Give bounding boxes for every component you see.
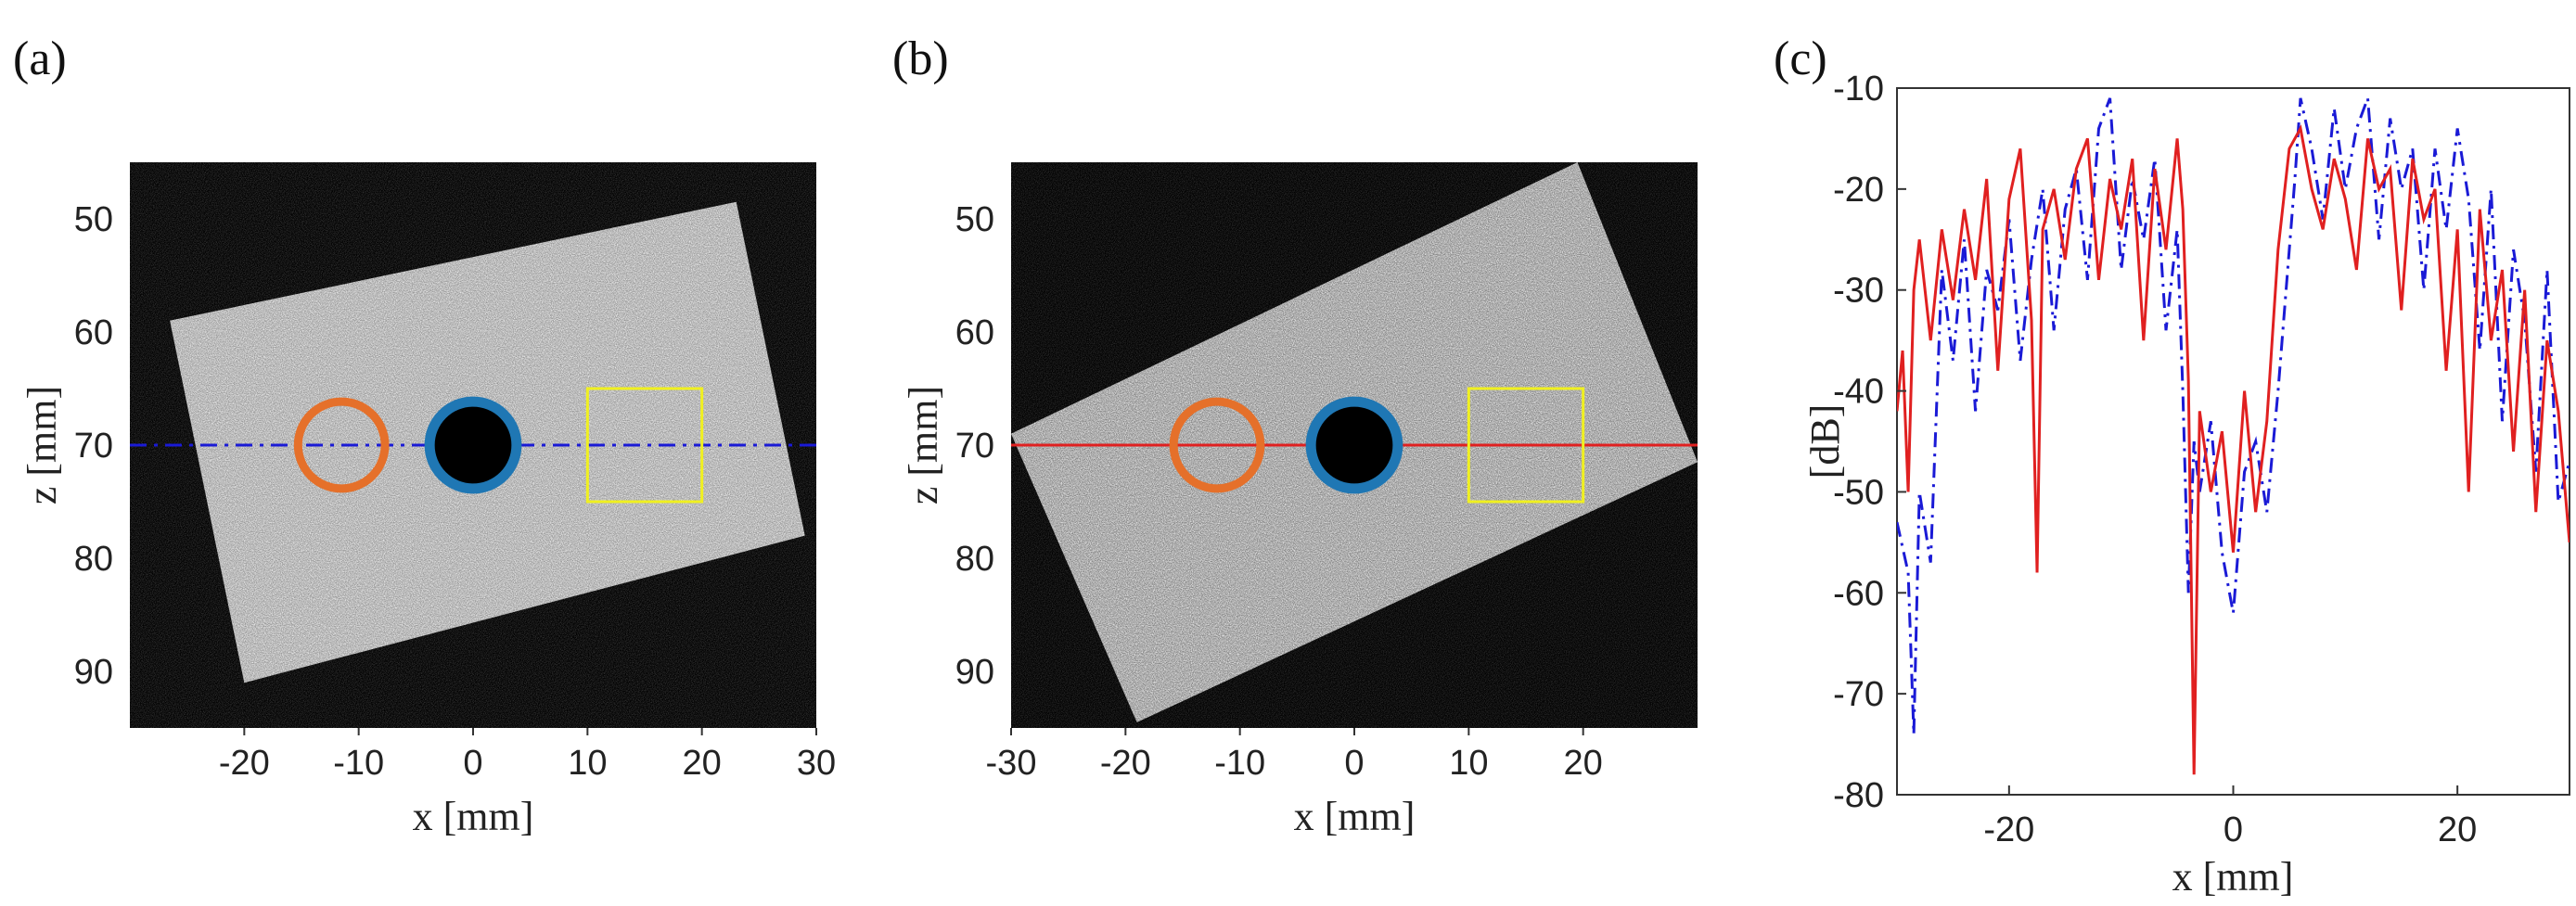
panel-a-y-ticks: 50 60 70 80 90 [74, 200, 113, 692]
panel-b-y-ticks: 50 60 70 80 90 [955, 200, 994, 692]
panel-c-label: (c) [1774, 32, 1827, 85]
x-tick-label: 30 [797, 744, 836, 783]
panel-a-blue-ring [424, 396, 522, 494]
y-tick-label: -20 [1833, 171, 1884, 210]
panel-a-y-axis-label: z [mm] [19, 386, 65, 504]
y-tick-label: -30 [1833, 272, 1884, 311]
panel-b-blue-ring [1305, 396, 1403, 494]
x-tick-label: -30 [986, 744, 1037, 783]
x-tick-label: 20 [683, 744, 722, 783]
y-tick-label: -40 [1833, 373, 1884, 412]
x-tick-label: 0 [1344, 744, 1364, 783]
y-tick-label: -60 [1833, 574, 1884, 613]
x-tick-label: -20 [219, 744, 270, 783]
panel-a-bmode-image: (a) -20 -10 0 10 20 30 50 60 70 80 90 x [mm] z [m… [13, 32, 836, 839]
x-tick-label: 0 [463, 744, 482, 783]
panel-b-orange-ring [1169, 397, 1265, 493]
y-tick-label: 80 [955, 540, 994, 579]
panel-a-x-axis-label: x [mm] [413, 794, 534, 839]
y-tick-label: -10 [1833, 70, 1884, 108]
y-tick-label: 50 [74, 200, 113, 239]
panel-b-x-ticks: -30 -20 -10 0 10 20 [986, 728, 1603, 783]
panel-c-y-ticks: -10 -20 -30 -40 -50 -60 -70 -80 [1833, 70, 1906, 815]
panel-c-line-profile: (c) -20 0 20 -10 -20 -30 -40 -50 -60 -70 -80 x [m… [1774, 32, 2570, 900]
x-tick-label: 20 [1564, 744, 1603, 783]
x-tick-label: 0 [2224, 810, 2243, 849]
x-tick-label: 20 [2438, 810, 2477, 849]
panel-a-anechoic-cyst [429, 402, 517, 489]
y-tick-label: 70 [955, 427, 994, 466]
y-tick-label: 60 [74, 313, 113, 352]
y-tick-label: 90 [74, 653, 113, 692]
y-tick-label: 50 [955, 200, 994, 239]
panel-b-x-axis-label: x [mm] [1294, 794, 1416, 839]
panel-b-yellow-box [1467, 387, 1585, 504]
x-tick-label: 10 [1449, 744, 1488, 783]
panel-a-label: (a) [13, 32, 67, 85]
panel-b-anechoic-cyst [1311, 402, 1398, 489]
panel-c-series-red-solid [1897, 124, 2570, 775]
x-tick-label: -20 [1983, 810, 2034, 849]
x-tick-label: -10 [1214, 744, 1265, 783]
panel-c-x-ticks: -20 0 20 [1983, 785, 2477, 849]
y-tick-label: 90 [955, 653, 994, 692]
x-tick-label: -20 [1100, 744, 1151, 783]
panel-b-bmode-image: (b) -30 -20 -10 0 10 20 50 60 70 80 90 x [mm] z [… [892, 32, 1698, 839]
panel-a-x-ticks: -20 -10 0 10 20 30 [219, 728, 836, 783]
x-tick-label: 10 [568, 744, 607, 783]
y-tick-label: 60 [955, 313, 994, 352]
y-tick-label: -80 [1833, 776, 1884, 815]
panel-c-x-axis-label: x [mm] [2172, 854, 2294, 900]
y-tick-label: -50 [1833, 473, 1884, 512]
panel-a-orange-ring [293, 397, 390, 493]
panel-a-yellow-box [585, 387, 704, 504]
panel-b-y-axis-label: z [mm] [901, 386, 946, 504]
panel-c-y-axis-label: [dB] [1802, 404, 1848, 479]
y-tick-label: 70 [74, 427, 113, 466]
y-tick-label: 80 [74, 540, 113, 579]
x-tick-label: -10 [333, 744, 384, 783]
panel-b-label: (b) [892, 32, 949, 85]
y-tick-label: -70 [1833, 675, 1884, 714]
